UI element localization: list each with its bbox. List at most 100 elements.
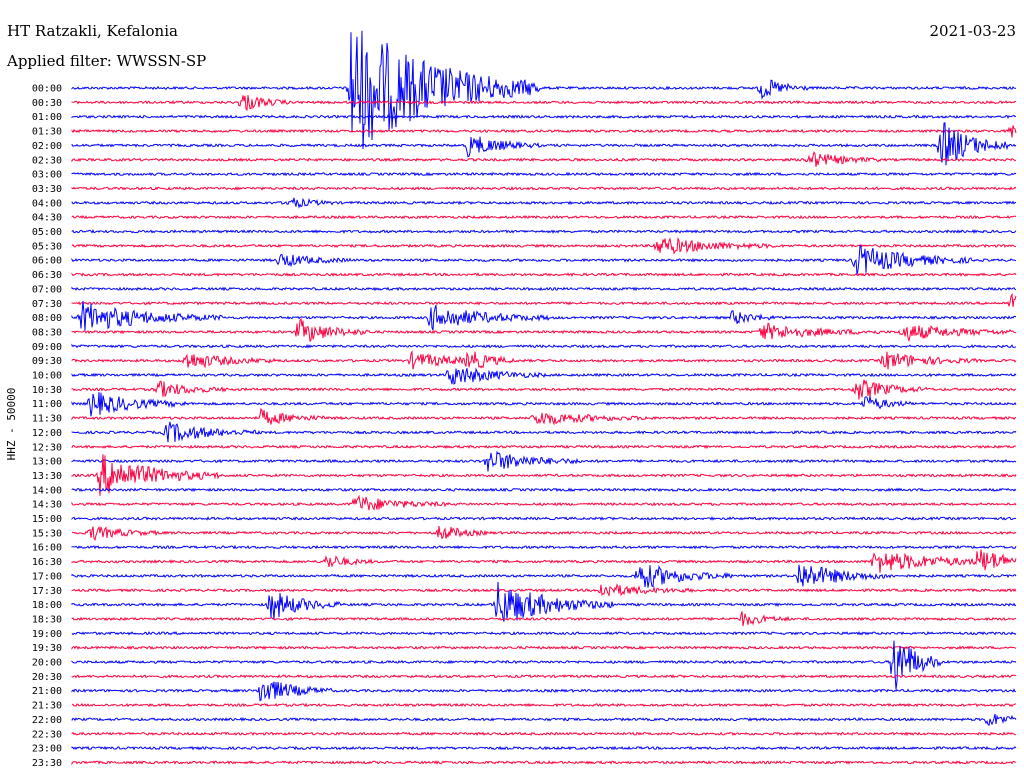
trace-line (71, 301, 1017, 331)
tick-label: 12:30 (32, 442, 62, 453)
trace-line (71, 745, 1017, 751)
trace-line (71, 673, 1017, 679)
trace-line (71, 631, 1017, 636)
trace-line (71, 731, 1017, 737)
tick-label: 00:30 (32, 98, 62, 109)
tick-label: 14:30 (32, 500, 62, 511)
tick-label: 19:30 (32, 643, 62, 654)
tick-label: 07:30 (32, 299, 62, 310)
tick-label: 20:30 (32, 672, 62, 683)
trace-line (71, 713, 1017, 727)
tick-label: 04:30 (32, 213, 62, 224)
trace-line (71, 494, 1017, 511)
tick-label: 06:00 (32, 256, 62, 267)
tick-label: 21:00 (32, 686, 62, 697)
y-axis-label: HHZ - 50000 (5, 388, 18, 461)
trace-line (71, 292, 1017, 307)
trace-line (71, 549, 1017, 573)
tick-label: 11:00 (32, 399, 62, 410)
trace-line (71, 343, 1017, 349)
tick-label: 08:00 (32, 313, 62, 324)
tick-label: 15:00 (32, 514, 62, 525)
tick-label: 09:30 (32, 356, 62, 367)
trace-line (71, 122, 1017, 166)
trace-line (71, 186, 1017, 191)
tick-label: 09:00 (32, 342, 62, 353)
tick-label: 10:30 (32, 385, 62, 396)
seismic-traces (71, 30, 1017, 766)
trace-line (71, 379, 1017, 400)
tick-label: 21:30 (32, 701, 62, 712)
trace-line (71, 114, 1017, 120)
tick-label: 02:30 (32, 155, 62, 166)
trace-line (71, 125, 1017, 138)
tick-label: 18:30 (32, 614, 62, 625)
trace-line (71, 454, 1017, 496)
trace-line (71, 681, 1017, 702)
trace-line (71, 237, 1017, 255)
trace-line (71, 487, 1017, 493)
tick-label: 15:30 (32, 528, 62, 539)
tick-label: 16:00 (32, 543, 62, 554)
trace-line (71, 421, 1017, 443)
tick-label: 00:00 (32, 84, 62, 95)
tick-label: 22:00 (32, 715, 62, 726)
tick-label: 22:30 (32, 729, 62, 740)
trace-line (71, 564, 1017, 588)
trace-line (71, 317, 1017, 343)
trace-line (71, 244, 1017, 275)
tick-label: 01:30 (32, 127, 62, 138)
trace-line (71, 171, 1017, 177)
tick-label: 16:30 (32, 557, 62, 568)
tick-label: 03:00 (32, 170, 62, 181)
trace-line (71, 214, 1017, 220)
trace-line (71, 544, 1017, 550)
tick-label: 23:30 (32, 758, 62, 769)
trace-line (71, 583, 1017, 597)
tick-label: 17:30 (32, 586, 62, 597)
tick-label: 18:00 (32, 600, 62, 611)
trace-line (71, 450, 1017, 472)
trace-line (71, 407, 1017, 426)
tick-label: 07:00 (32, 284, 62, 295)
tick-label: 08:30 (32, 327, 62, 338)
tick-label: 20:00 (32, 658, 62, 669)
tick-label: 06:30 (32, 270, 62, 281)
filter-label: Applied filter: WWSSN-SP (6, 52, 206, 70)
tick-label: 03:30 (32, 184, 62, 195)
tick-label: 13:30 (32, 471, 62, 482)
trace-line (71, 640, 1017, 690)
tick-label: 13:00 (32, 457, 62, 468)
station-title: HT Ratzakli, Kefalonia (7, 22, 178, 40)
tick-label: 05:30 (32, 241, 62, 252)
trace-line (71, 229, 1017, 234)
tick-label: 19:00 (32, 629, 62, 640)
trace-line (71, 349, 1017, 370)
tick-label: 01:00 (32, 112, 62, 123)
trace-line (71, 702, 1016, 708)
trace-line (71, 444, 1017, 450)
tick-label: 11:30 (32, 414, 62, 425)
trace-line (71, 197, 1017, 209)
trace-line (71, 760, 1017, 766)
trace-line (71, 30, 1017, 149)
trace-line (71, 367, 1017, 385)
tick-label: 12:00 (32, 428, 62, 439)
trace-line (71, 151, 1017, 167)
time-tick-labels: 00:00 00:30 01:00 01:30 02:00 02:30 03:00 03:30… (32, 84, 62, 769)
tick-label: 10:00 (32, 371, 62, 382)
tick-label: 04:00 (32, 198, 62, 209)
trace-line (71, 581, 1017, 622)
trace-line (71, 525, 1017, 542)
tick-label: 02:00 (32, 141, 62, 152)
tick-label: 05:00 (32, 227, 62, 238)
tick-label: 17:00 (32, 571, 62, 582)
trace-line (71, 645, 1017, 650)
date-label: 2021-03-23 (930, 22, 1016, 40)
trace-line (71, 516, 1017, 521)
trace-line (71, 272, 1017, 277)
trace-line (71, 286, 1017, 292)
tick-label: 14:00 (32, 485, 62, 496)
trace-line (71, 611, 1017, 627)
